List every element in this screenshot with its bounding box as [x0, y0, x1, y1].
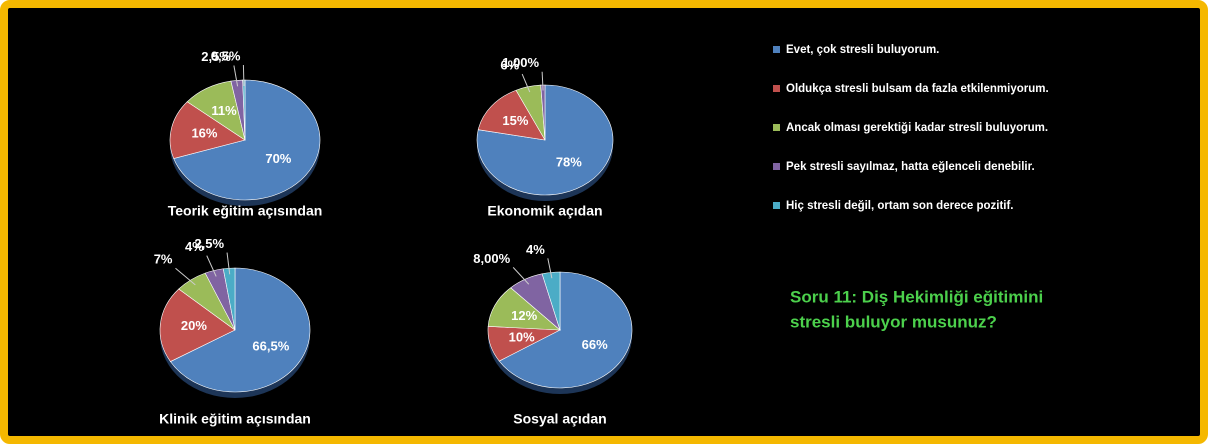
leader-line: [547, 258, 553, 279]
legend-swatch: [773, 46, 780, 53]
leader-line: [175, 267, 196, 286]
data-label: 16%: [191, 125, 217, 140]
leader-line: [521, 73, 531, 93]
data-label: 4%: [185, 239, 204, 254]
pie-title: Teorik eğitim açısından: [168, 203, 323, 219]
data-label: 2,5%: [194, 236, 224, 251]
question-line: stresli buluyor musunuz?: [790, 312, 997, 331]
data-label: 20%: [181, 318, 207, 333]
data-label: 0,5%: [211, 48, 241, 63]
legend-label: Hiç stresli değil, ortam son derece pozi…: [786, 200, 1014, 212]
data-label: 70%: [265, 151, 291, 166]
legend-label: Ancak olması gerektiği kadar stresli bul…: [786, 122, 1048, 134]
data-label: 66,5%: [252, 338, 289, 353]
legend-swatch: [773, 124, 780, 131]
leader-line: [233, 65, 239, 87]
pie-title: Ekonomik açıdan: [487, 203, 602, 219]
leader-line: [226, 252, 231, 275]
legend-label: Oldukça stresli bulsam da fazla etkilenm…: [786, 83, 1049, 95]
pie-slice: [159, 288, 236, 362]
question-line: Soru 11: Diş Hekimliği eğitimini: [790, 287, 1043, 306]
leader-line: [541, 71, 544, 91]
pie-slice: [498, 271, 633, 389]
leader-line: [206, 255, 217, 277]
pie-slice: [169, 101, 246, 159]
data-label: 1,00%: [502, 55, 539, 70]
data-label: 8,00%: [473, 251, 510, 266]
leader-line: [242, 64, 245, 87]
data-label: 6%: [500, 58, 519, 73]
legend-swatch: [773, 85, 780, 92]
legend-label: Pek stresli sayılmaz, hatta eğlenceli de…: [786, 161, 1035, 173]
pie-slice: [477, 89, 546, 141]
legend-label: Evet, çok stresli buluyorum.: [786, 44, 939, 56]
pie-title: Sosyal açıdan: [513, 411, 606, 427]
data-label: 4%: [526, 242, 545, 257]
pie-slice: [173, 79, 321, 201]
leader-line: [512, 267, 530, 285]
data-label: 78%: [556, 155, 582, 170]
data-label: 7%: [154, 252, 173, 267]
data-label: 12%: [511, 308, 537, 323]
pie-title: Klinik eğitim açısından: [159, 411, 311, 427]
legend-swatch: [773, 163, 780, 170]
data-label: 10%: [509, 329, 535, 344]
data-label: 2,5%: [201, 49, 231, 64]
data-label: 66%: [582, 337, 608, 352]
data-label: 11%: [211, 103, 237, 118]
data-label: 15%: [502, 113, 528, 128]
legend-swatch: [773, 202, 780, 209]
pie-slice: [476, 84, 614, 196]
pie-slice: [169, 267, 311, 393]
